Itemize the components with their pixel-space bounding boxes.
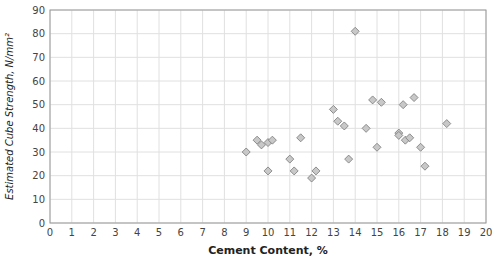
grid — [50, 10, 486, 223]
y-grid-line — [50, 104, 486, 105]
x-tick-label: 8 — [221, 227, 227, 238]
scatter-point — [334, 117, 342, 125]
x-grid-line — [202, 10, 203, 223]
x-tick-label: 2 — [90, 227, 96, 238]
y-tick-label: 70 — [32, 52, 45, 63]
scatter-point — [345, 155, 353, 163]
y-grid-line — [50, 128, 486, 129]
x-tick-label: 3 — [112, 227, 118, 238]
scatter-point — [417, 143, 425, 151]
y-tick-label: 50 — [32, 99, 45, 110]
y-tick-label: 40 — [32, 123, 45, 134]
x-grid-line — [115, 10, 116, 223]
chart-container: 0123456789101112131415161718192001020304… — [0, 0, 500, 261]
y-tick-label: 30 — [32, 147, 45, 158]
x-grid-line — [246, 10, 247, 223]
scatter-point — [421, 162, 429, 170]
scatter-point — [406, 134, 414, 142]
y-grid-line — [50, 33, 486, 34]
y-tick-label: 90 — [32, 5, 45, 16]
x-tick-label: 5 — [156, 227, 162, 238]
scatter-point — [377, 98, 385, 106]
x-grid-line — [442, 10, 443, 223]
y-tick-label: 60 — [32, 76, 45, 87]
x-axis-label: Cement Content, % — [208, 244, 328, 257]
x-grid-line — [289, 10, 290, 223]
x-tick-label: 17 — [414, 227, 427, 238]
x-tick-label: 10 — [262, 227, 275, 238]
scatter-point — [399, 101, 407, 109]
x-tick-label: 20 — [480, 227, 493, 238]
x-tick-label: 0 — [47, 227, 53, 238]
scatter-point — [329, 105, 337, 113]
scatter-point — [286, 155, 294, 163]
scatter-point — [308, 174, 316, 182]
scatter-point — [351, 27, 359, 35]
x-grid-line — [398, 10, 399, 223]
x-grid-line — [137, 10, 138, 223]
x-tick-label: 7 — [199, 227, 205, 238]
y-grid-line — [50, 199, 486, 200]
x-grid-line — [71, 10, 72, 223]
plot-background — [50, 10, 486, 223]
y-tick-label: 10 — [32, 194, 45, 205]
x-tick-label: 15 — [371, 227, 384, 238]
x-grid-line — [464, 10, 465, 223]
tick-labels: 0123456789101112131415161718192001020304… — [32, 5, 492, 239]
x-grid-line — [180, 10, 181, 223]
scatter-point — [312, 167, 320, 175]
x-tick-label: 6 — [178, 227, 184, 238]
scatter-point — [410, 94, 418, 102]
scatter-point — [373, 143, 381, 151]
x-grid-line — [224, 10, 225, 223]
scatter-point — [242, 148, 250, 156]
points — [242, 27, 451, 182]
scatter-point — [362, 124, 370, 132]
x-tick-label: 9 — [243, 227, 249, 238]
scatter-point — [268, 136, 276, 144]
y-axis-label: Estimated Cube Strength, N/mm² — [4, 33, 15, 200]
x-tick-label: 13 — [327, 227, 340, 238]
x-grid-line — [93, 10, 94, 223]
x-tick-label: 14 — [349, 227, 362, 238]
x-tick-label: 16 — [392, 227, 405, 238]
x-tick-label: 11 — [283, 227, 296, 238]
x-tick-label: 18 — [436, 227, 449, 238]
x-grid-line — [420, 10, 421, 223]
y-tick-label: 80 — [32, 28, 45, 39]
chart: 0123456789101112131415161718192001020304… — [0, 0, 500, 261]
y-grid-line — [50, 57, 486, 58]
x-tick-label: 12 — [305, 227, 318, 238]
scatter-point — [290, 167, 298, 175]
scatter-point — [395, 131, 403, 139]
x-grid-line — [268, 10, 269, 223]
y-tick-label: 0 — [39, 218, 45, 229]
x-tick-label: 4 — [134, 227, 140, 238]
scatter-point — [443, 120, 451, 128]
y-grid-line — [50, 81, 486, 82]
scatter-point — [369, 96, 377, 104]
x-tick-label: 19 — [458, 227, 471, 238]
x-tick-label: 1 — [69, 227, 75, 238]
x-grid-line — [311, 10, 312, 223]
plot-frame — [50, 10, 486, 223]
y-tick-label: 20 — [32, 170, 45, 181]
scatter-point — [297, 134, 305, 142]
x-grid-line — [159, 10, 160, 223]
x-grid-line — [377, 10, 378, 223]
x-grid-line — [355, 10, 356, 223]
x-grid-line — [333, 10, 334, 223]
scatter-point — [264, 167, 272, 175]
scatter-point — [340, 122, 348, 130]
